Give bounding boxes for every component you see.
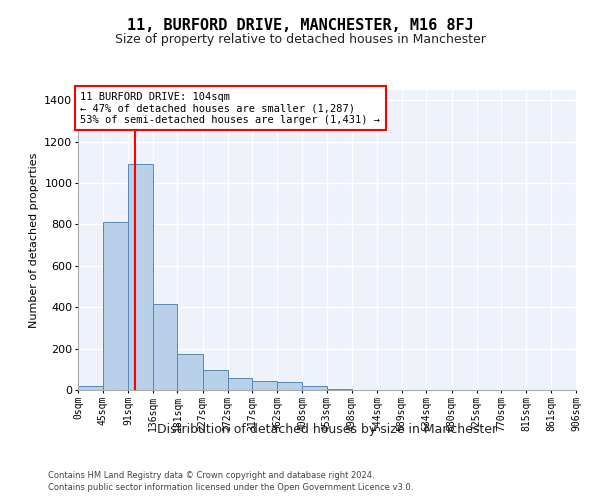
Bar bbox=[252, 380, 277, 390]
Text: Distribution of detached houses by size in Manchester: Distribution of detached houses by size … bbox=[157, 422, 497, 436]
Text: Size of property relative to detached houses in Manchester: Size of property relative to detached ho… bbox=[115, 32, 485, 46]
Text: Contains public sector information licensed under the Open Government Licence v3: Contains public sector information licen… bbox=[48, 484, 413, 492]
Bar bbox=[227, 378, 252, 390]
Y-axis label: Number of detached properties: Number of detached properties bbox=[29, 152, 39, 328]
Bar bbox=[178, 354, 203, 390]
Bar bbox=[302, 386, 327, 390]
Text: 11 BURFORD DRIVE: 104sqm
← 47% of detached houses are smaller (1,287)
53% of sem: 11 BURFORD DRIVE: 104sqm ← 47% of detach… bbox=[80, 92, 380, 124]
Bar bbox=[153, 304, 178, 390]
Bar bbox=[128, 164, 153, 390]
Bar bbox=[103, 222, 128, 390]
Bar bbox=[327, 389, 352, 390]
Text: 11, BURFORD DRIVE, MANCHESTER, M16 8FJ: 11, BURFORD DRIVE, MANCHESTER, M16 8FJ bbox=[127, 18, 473, 32]
Text: Contains HM Land Registry data © Crown copyright and database right 2024.: Contains HM Land Registry data © Crown c… bbox=[48, 471, 374, 480]
Bar bbox=[277, 382, 302, 390]
Bar bbox=[78, 386, 103, 390]
Bar bbox=[203, 370, 227, 390]
